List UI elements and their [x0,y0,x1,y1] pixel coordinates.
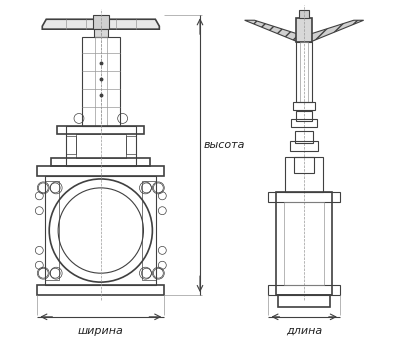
Bar [94,29,108,37]
Bar [268,192,340,202]
Bar [37,285,164,295]
Bar [296,111,312,121]
Bar [294,157,314,173]
Bar [295,131,313,143]
Bar [291,119,317,127]
Bar [45,176,156,285]
Bar [51,158,150,166]
Bar [276,192,332,295]
Bar [300,42,308,102]
Text: высота: высота [204,140,246,150]
Bar [284,202,324,285]
Bar [37,166,164,176]
Bar [290,141,318,151]
Bar [126,136,136,154]
Bar [268,285,340,295]
Bar [278,295,330,307]
Bar [66,126,136,166]
Bar [299,10,309,18]
Bar [66,136,76,154]
Bar [57,126,144,134]
Polygon shape [245,20,298,42]
Bar [76,134,126,158]
Bar [285,157,323,192]
Polygon shape [310,20,364,42]
Bar [82,37,120,126]
Bar [93,15,109,29]
Bar [45,181,59,280]
Bar [296,18,312,42]
Bar [95,37,107,126]
Polygon shape [42,19,159,29]
Bar [293,102,315,110]
Bar [142,181,156,280]
Text: длина: длина [286,326,322,336]
Bar [296,42,312,102]
Text: ширина: ширина [78,326,124,336]
